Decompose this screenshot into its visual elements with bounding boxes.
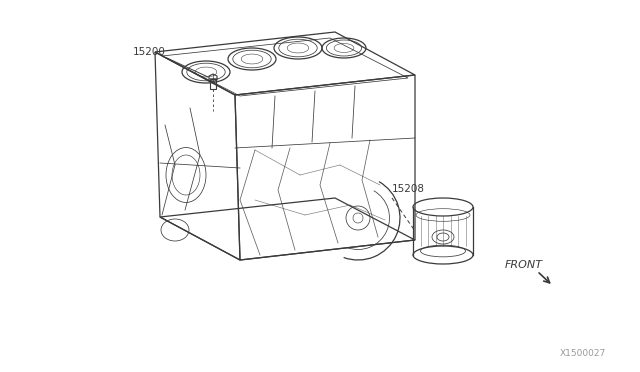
Text: FRONT: FRONT: [505, 260, 543, 270]
Text: X1500027: X1500027: [560, 349, 606, 358]
Text: 15208: 15208: [392, 184, 425, 194]
Text: 15200: 15200: [133, 47, 166, 57]
